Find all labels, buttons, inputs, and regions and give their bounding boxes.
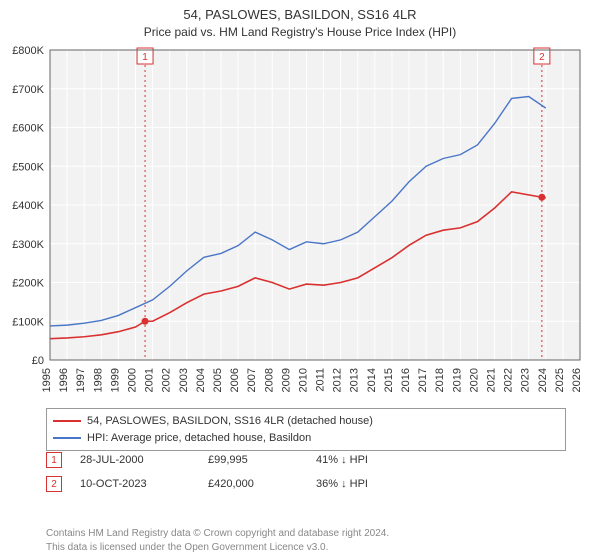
svg-text:2006: 2006 xyxy=(229,368,241,392)
transactions-table: 1 28-JUL-2000 £99,995 41% ↓ HPI 2 10-OCT… xyxy=(46,448,566,496)
svg-text:2025: 2025 xyxy=(554,368,566,392)
transaction-date: 10-OCT-2023 xyxy=(80,478,190,490)
svg-text:£400K: £400K xyxy=(12,200,44,212)
svg-text:2026: 2026 xyxy=(571,368,583,392)
transaction-hpi-delta: 36% ↓ HPI xyxy=(316,478,436,490)
legend-swatch xyxy=(53,420,81,422)
svg-text:2023: 2023 xyxy=(520,368,532,392)
svg-text:2007: 2007 xyxy=(246,368,258,392)
svg-text:2012: 2012 xyxy=(332,368,344,392)
svg-text:2018: 2018 xyxy=(434,368,446,392)
svg-text:2019: 2019 xyxy=(451,368,463,392)
svg-text:2016: 2016 xyxy=(400,368,412,392)
svg-text:2013: 2013 xyxy=(349,368,361,392)
svg-text:1996: 1996 xyxy=(58,368,70,392)
svg-text:1999: 1999 xyxy=(109,368,121,392)
transaction-row: 1 28-JUL-2000 £99,995 41% ↓ HPI xyxy=(46,448,566,472)
price-chart: £0 £100K £200K £300K £400K £500K £600K £700K £80… xyxy=(0,42,600,402)
transaction-row: 2 10-OCT-2023 £420,000 36% ↓ HPI xyxy=(46,472,566,496)
svg-text:2021: 2021 xyxy=(486,368,498,392)
svg-text:1998: 1998 xyxy=(92,368,104,392)
footer-line: This data is licensed under the Open Gov… xyxy=(46,541,566,555)
svg-text:£200K: £200K xyxy=(12,278,44,290)
svg-text:1995: 1995 xyxy=(41,368,53,392)
legend: 54, PASLOWES, BASILDON, SS16 4LR (detach… xyxy=(46,408,566,451)
svg-text:1997: 1997 xyxy=(75,368,87,392)
page-title: 54, PASLOWES, BASILDON, SS16 4LR xyxy=(0,0,600,24)
legend-label: 54, PASLOWES, BASILDON, SS16 4LR (detach… xyxy=(87,413,373,430)
legend-row: HPI: Average price, detached house, Basi… xyxy=(53,430,559,447)
svg-text:2011: 2011 xyxy=(315,368,327,392)
svg-text:2000: 2000 xyxy=(126,368,138,392)
legend-row: 54, PASLOWES, BASILDON, SS16 4LR (detach… xyxy=(53,413,559,430)
svg-text:2003: 2003 xyxy=(178,368,190,392)
svg-text:2009: 2009 xyxy=(280,368,292,392)
svg-text:£300K: £300K xyxy=(12,239,44,251)
svg-text:2: 2 xyxy=(539,52,545,63)
svg-text:2002: 2002 xyxy=(161,368,173,392)
svg-text:£800K: £800K xyxy=(12,45,44,57)
svg-text:2005: 2005 xyxy=(212,368,224,392)
svg-text:£700K: £700K xyxy=(12,84,44,96)
svg-text:2008: 2008 xyxy=(263,368,275,392)
footer-attribution: Contains HM Land Registry data © Crown c… xyxy=(46,527,566,554)
svg-text:£600K: £600K xyxy=(12,123,44,135)
svg-text:2010: 2010 xyxy=(297,368,309,392)
svg-text:2014: 2014 xyxy=(366,368,378,392)
svg-text:2004: 2004 xyxy=(195,368,207,392)
marker-badge: 1 xyxy=(46,452,62,468)
svg-text:£500K: £500K xyxy=(12,161,44,173)
svg-text:1: 1 xyxy=(142,52,148,63)
svg-text:£0: £0 xyxy=(32,355,44,367)
transaction-hpi-delta: 41% ↓ HPI xyxy=(316,454,436,466)
svg-text:2015: 2015 xyxy=(383,368,395,392)
transaction-price: £99,995 xyxy=(208,454,298,466)
svg-text:£100K: £100K xyxy=(12,316,44,328)
legend-swatch xyxy=(53,437,81,439)
footer-line: Contains HM Land Registry data © Crown c… xyxy=(46,527,566,541)
chart-svg: £0 £100K £200K £300K £400K £500K £600K £700K £80… xyxy=(0,42,600,402)
transaction-date: 28-JUL-2000 xyxy=(80,454,190,466)
svg-text:2024: 2024 xyxy=(537,368,549,392)
svg-text:2020: 2020 xyxy=(468,368,480,392)
svg-text:2001: 2001 xyxy=(144,368,156,392)
legend-label: HPI: Average price, detached house, Basi… xyxy=(87,430,311,447)
svg-text:2022: 2022 xyxy=(503,368,515,392)
transaction-price: £420,000 xyxy=(208,478,298,490)
svg-text:2017: 2017 xyxy=(417,368,429,392)
page-subtitle: Price paid vs. HM Land Registry's House … xyxy=(0,25,600,39)
marker-badge: 2 xyxy=(46,476,62,492)
